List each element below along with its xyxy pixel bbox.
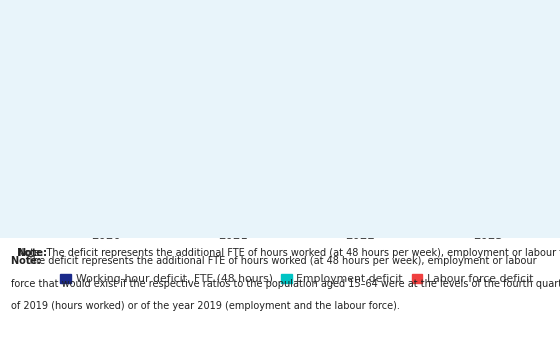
- Text: 125: 125: [195, 112, 215, 122]
- Text: 27: 27: [510, 190, 523, 200]
- Bar: [192, 125, 218, 224]
- Text: 92: 92: [226, 138, 240, 149]
- Text: Note:: Note:: [11, 256, 45, 266]
- Text: 40: 40: [382, 180, 395, 190]
- Text: 56: 56: [354, 167, 367, 177]
- Text: 258: 258: [68, 7, 87, 17]
- Bar: [64, 20, 91, 224]
- Bar: [319, 183, 346, 224]
- Text: 67: 67: [254, 158, 268, 168]
- Bar: [503, 203, 529, 224]
- Bar: [248, 171, 274, 224]
- Text: 37: 37: [482, 182, 494, 192]
- Bar: [120, 145, 147, 224]
- Text: 100: 100: [124, 132, 143, 142]
- Text: The deficit represents the additional FTE of hours worked (at 48 hours per week): The deficit represents the additional FT…: [27, 256, 537, 266]
- Text: 52: 52: [326, 170, 339, 180]
- Bar: [348, 180, 374, 224]
- Bar: [475, 195, 501, 224]
- Text: 135: 135: [96, 104, 115, 115]
- Text: force that would exist if the respective ratios to the population aged 15–64 wer: force that would exist if the respective…: [11, 279, 560, 289]
- Text: Note: The deficit represents the additional FTE of hours worked (at 48 hours per: Note: The deficit represents the additio…: [17, 248, 560, 258]
- Legend: Working-hour deficit, FTE (48 hours), Employment deficit, Labour force deficit: Working-hour deficit, FTE (48 hours), Em…: [56, 270, 538, 289]
- Text: Note:: Note:: [17, 248, 47, 258]
- Bar: [447, 203, 473, 224]
- Bar: [92, 118, 119, 224]
- Text: of 2019 (hours worked) or of the year 2019 (employment and the labour force).: of 2019 (hours worked) or of the year 20…: [11, 301, 400, 311]
- Bar: [376, 193, 402, 224]
- Bar: [220, 152, 246, 224]
- Text: 27: 27: [454, 190, 466, 200]
